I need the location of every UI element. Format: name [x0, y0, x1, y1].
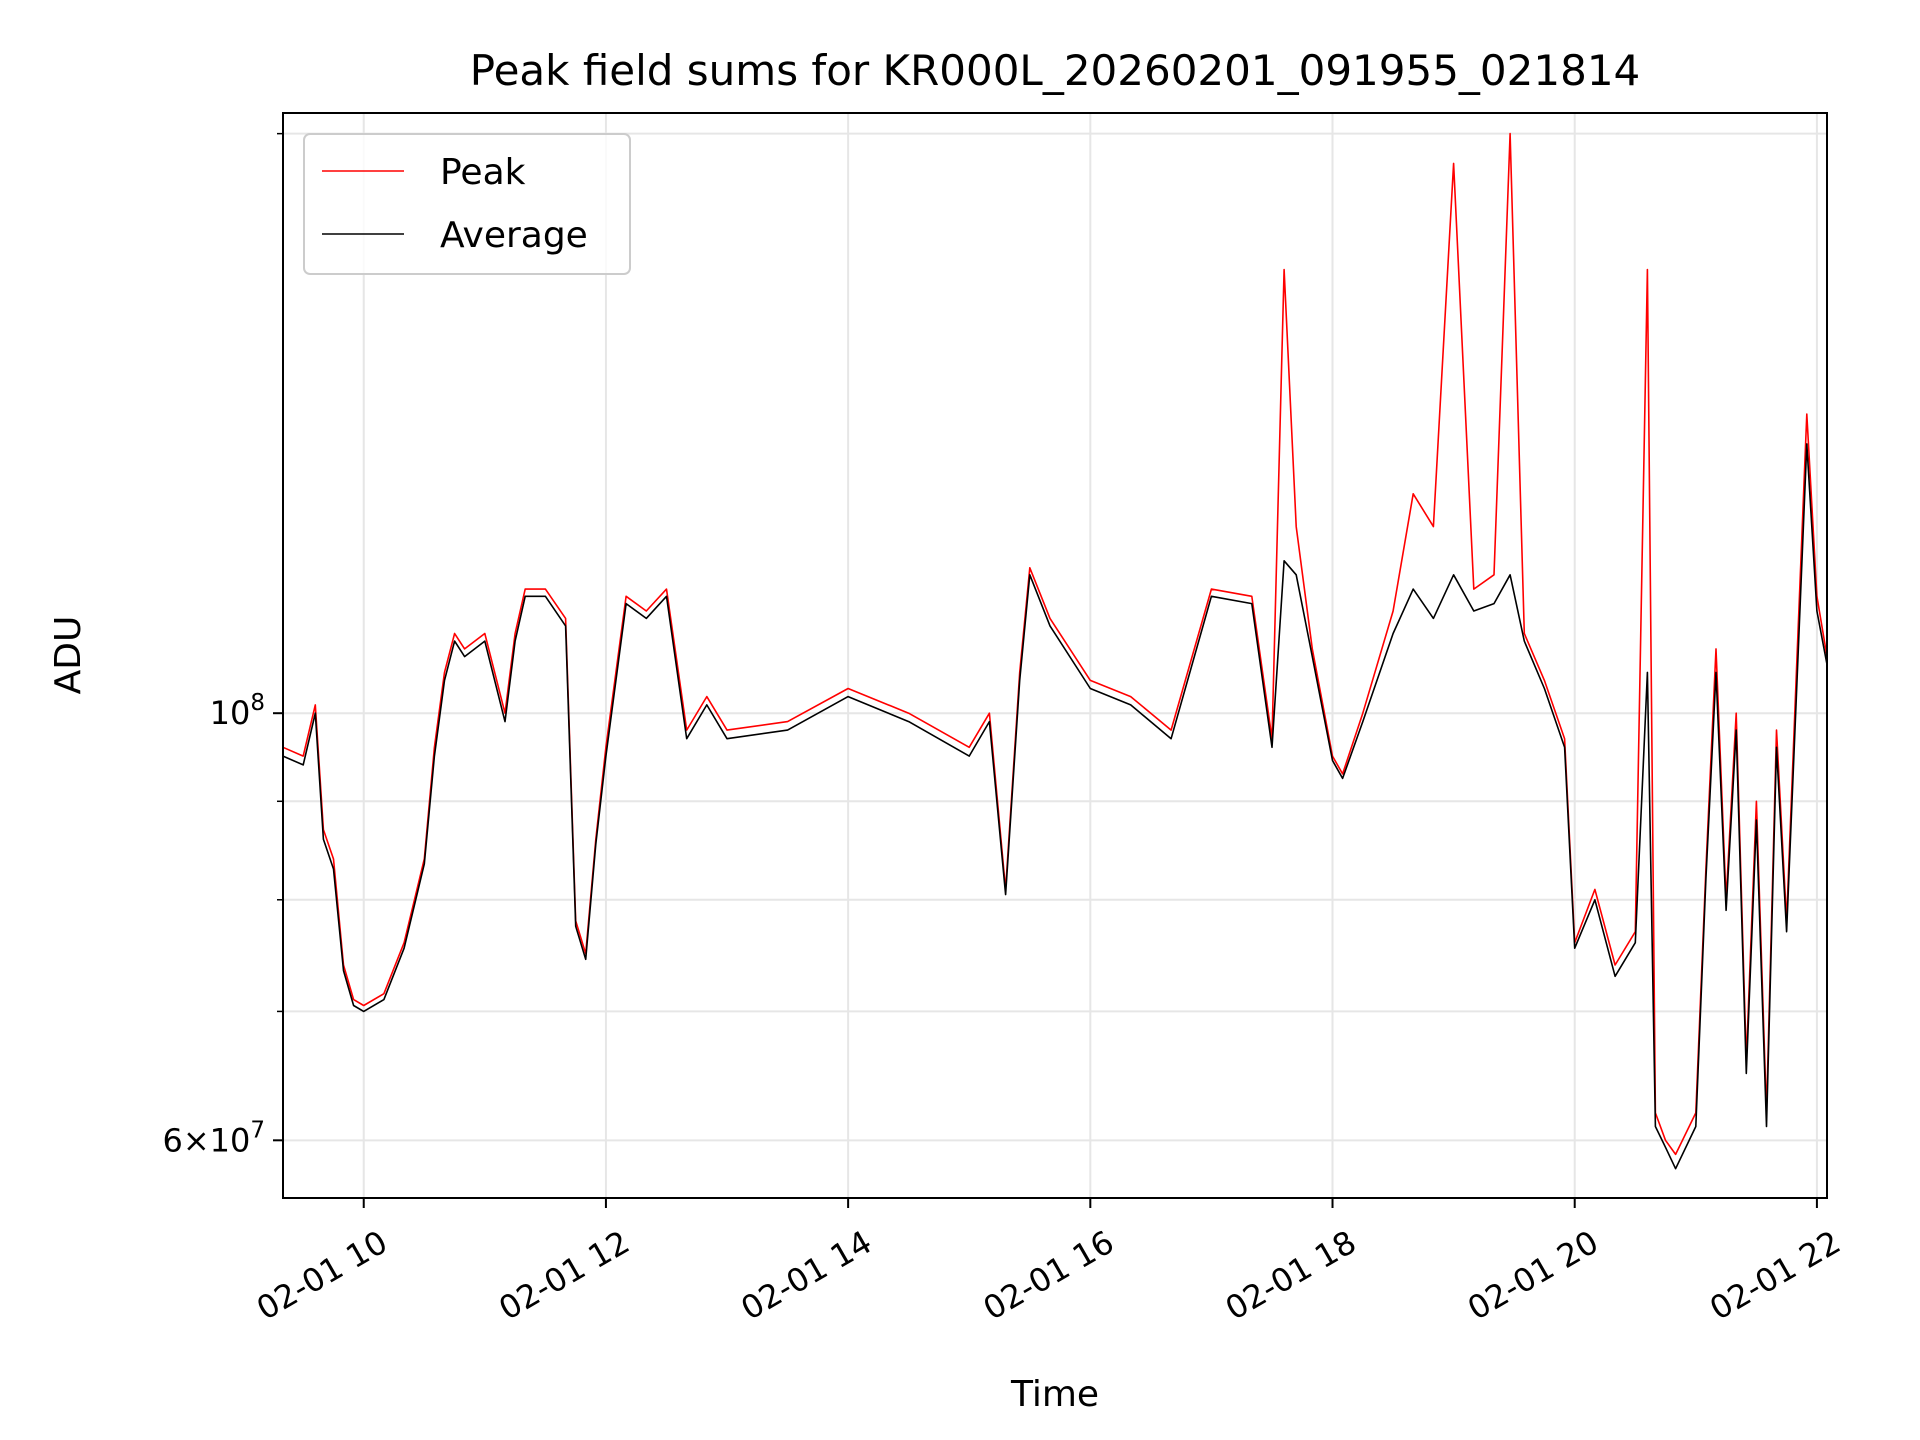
x-axis-label: Time — [1010, 1374, 1099, 1415]
series-line-average — [283, 443, 1827, 1170]
series-layer — [283, 132, 1827, 1170]
legend: Peak Average — [303, 133, 631, 275]
y-tick-label: 6×107 — [162, 1117, 265, 1159]
legend-label-peak: Peak — [440, 152, 526, 193]
grid — [283, 113, 1827, 1198]
chart-title: Peak field sums for KR000L_20260201_0919… — [470, 46, 1641, 95]
y-axis-label: ADU — [48, 616, 89, 695]
plot-frame — [282, 112, 1828, 1199]
y-axis: 6×107 108 — [162, 132, 283, 1159]
series-line-peak — [283, 132, 1827, 1156]
legend-label-average: Average — [440, 215, 588, 256]
legend-box — [303, 133, 631, 275]
y-tick-label: 108 — [210, 690, 265, 732]
